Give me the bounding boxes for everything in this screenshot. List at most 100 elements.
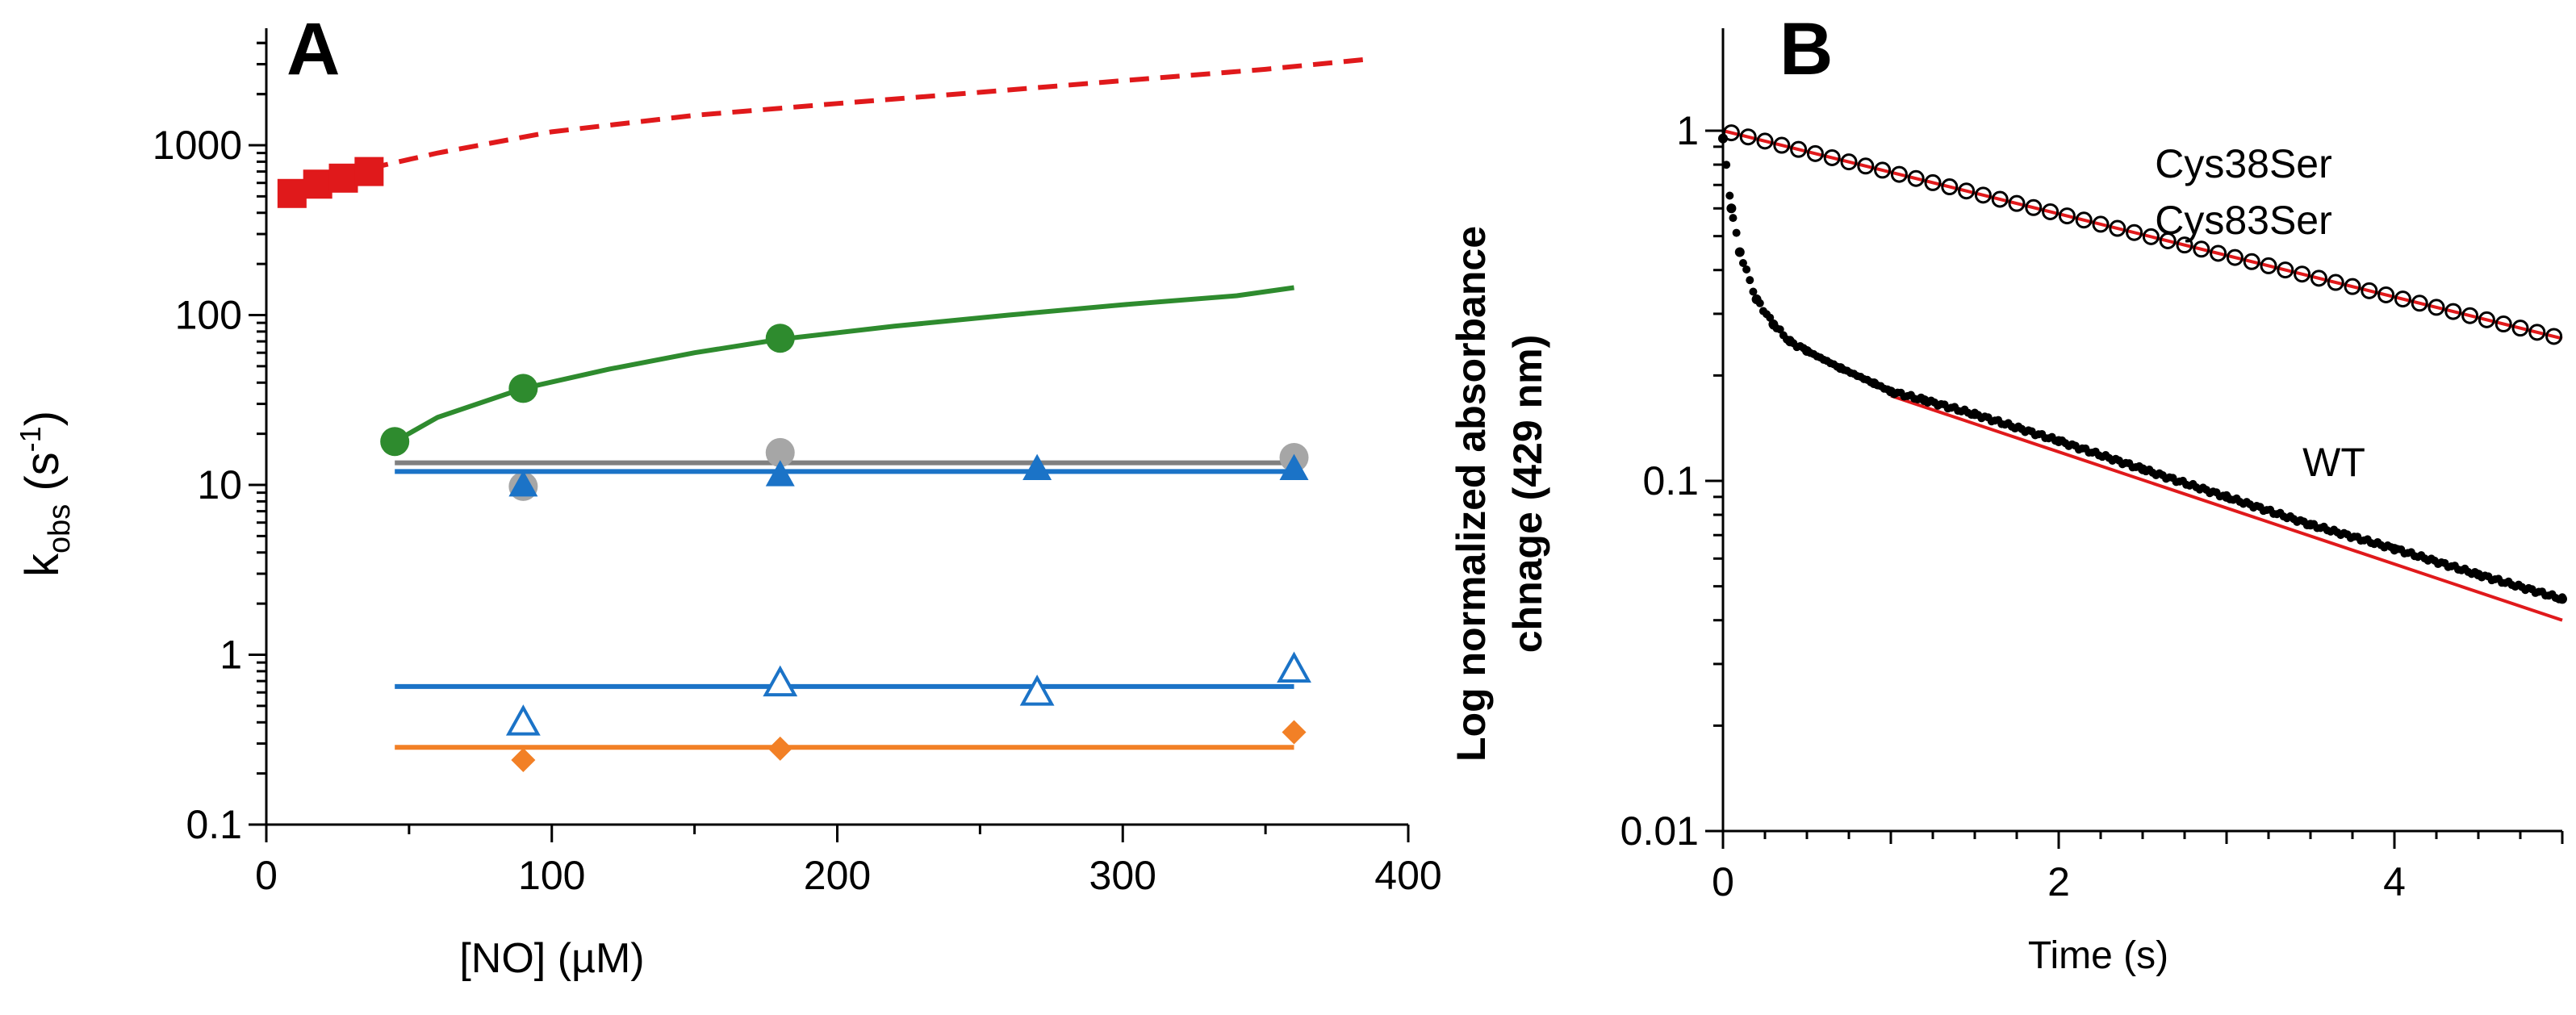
data-point-open-circle [1874,161,1892,179]
panel-a: A 0.1 1 10 100 1000 0 100 200 300 400 [NO] (µM) k… [14,8,1442,982]
data-point-square [354,157,384,186]
data-point-open-circle [2075,211,2093,229]
annotation-cys83ser: Cys83Ser [2155,198,2332,243]
data-point-dot [2306,520,2315,530]
data-point-open-circle [2243,253,2260,270]
data-point-dot [1768,319,1779,329]
panel-a-y-tick-label: 1 [220,633,242,678]
data-point-open-circle [1941,178,1959,196]
data-point-dot [2054,436,2064,446]
data-point-open-circle [2327,274,2344,291]
panel-a-x-tick-label: 400 [1374,853,1441,898]
panel-b-y-tick-label: 1 [1676,108,1699,153]
data-point-open-circle [2377,286,2395,303]
panel-a-ylabel-sub: obs [43,504,77,553]
data-point-open-circle [1974,186,1992,204]
data-point-circle [380,427,410,457]
data-point-open-circle [2142,228,2160,245]
data-point-triangle [765,460,795,487]
data-point-square [303,169,332,199]
data-point-open-circle [2176,236,2193,254]
panel-b-wt-fit-line [1890,394,2563,622]
data-point-dot [1738,259,1747,268]
data-point-open-circle [2042,203,2060,220]
data-point-open-circle [2461,307,2479,324]
data-point-open-circle [1790,140,1808,158]
panel-a-x-tick-label: 100 [518,853,585,898]
data-point-triangle [1279,453,1309,481]
data-point-open-circle [1890,165,1908,183]
panel-a-series-4 [395,651,1311,736]
data-point-triangle-open [763,665,798,697]
data-point-open-circle [2025,198,2043,216]
data-point-dot [2222,491,2231,502]
data-point-dot [1835,363,1846,374]
data-point-open-circle [2193,240,2210,258]
data-point-triangle-open [505,704,541,736]
panel-a-ylabel-unit-open: (s [16,452,69,503]
data-point-circle [765,437,795,467]
data-point-dot [1749,287,1758,296]
data-point-open-circle [1907,169,1925,187]
data-point-square [328,163,358,193]
data-point-open-circle [2310,269,2327,287]
panel-a-series-3 [395,453,1309,497]
data-point-circle [508,374,538,403]
data-point-open-circle [1823,148,1841,166]
data-point-diamond [1282,720,1307,745]
panel-b-x-axis-title: Time (s) [2028,934,2168,977]
panel-a-x-tick-label: 200 [804,853,871,898]
data-point-open-circle [2528,324,2546,341]
data-point-dot [1746,276,1754,285]
panel-b-x-tick-label: 2 [2047,859,2070,904]
panel-a-fit-line-1 [393,285,1294,444]
panel-b-series-mutant [1722,124,2563,345]
data-point-dot [1802,345,1812,356]
panel-a-y-axis-title: kobs (s-1) [14,411,77,577]
panel-b-y-axis-title: Log normalized absorbance chnage (429 nm… [1449,226,1550,762]
panel-b-ylabel-line2: chnage (429 nm) [1505,335,1550,654]
data-point-open-circle [1806,144,1824,162]
data-point-triangle [508,470,538,497]
data-point-dot [1734,247,1745,257]
panel-a-axes: 0.1 1 10 100 1000 0 100 200 300 400 [153,28,1442,898]
data-point-open-circle [2226,249,2244,266]
panel-b-y-tick-label: 0.01 [1620,808,1699,854]
data-point-open-circle [2511,320,2529,337]
data-point-open-circle [2344,278,2361,295]
data-point-dot [1726,203,1737,214]
panel-a-y-tick-label: 1000 [153,123,242,168]
data-point-dot [2474,570,2483,580]
data-point-dot [1970,409,1980,420]
panel-b-x-tick-label: 0 [1712,859,1734,904]
panel-b: B 0.01 0.1 1 0 2 4 Cys38Ser Cys83Ser WT Time … [1449,8,2567,977]
panel-b-x-tick-label: 4 [2383,859,2406,904]
data-point-dot [2557,594,2567,604]
data-point-open-circle [2277,261,2294,279]
data-point-open-circle [2159,232,2177,250]
panel-b-series-wt [1718,133,2567,622]
panel-a-y-tick-label: 100 [175,293,242,338]
panel-a-series-5 [395,720,1307,772]
data-point-triangle [1022,453,1052,481]
data-point-dot [1722,161,1731,169]
panel-a-fit-line-0 [368,56,1366,171]
data-point-open-circle [1773,136,1791,154]
data-point-open-circle [2126,223,2143,241]
data-point-open-circle [1756,132,1774,150]
data-point-open-circle [2361,282,2378,299]
data-point-dot [1886,386,1896,397]
panel-a-x-tick-label: 300 [1089,853,1156,898]
panel-b-axes: 0.01 0.1 1 0 2 4 [1620,28,2564,904]
panel-a-ylabel-unit-sup: -1 [14,426,47,452]
panel-b-label: B [1779,8,1833,90]
data-point-dot [1742,265,1751,274]
panel-b-mutant-fit-line [1722,129,2563,340]
data-point-open-circle [2494,315,2512,333]
data-point-diamond [511,747,536,772]
data-point-circle [765,324,795,353]
data-point-open-circle [2478,311,2495,328]
panel-a-label: A [286,8,340,90]
data-point-dot [1775,325,1784,334]
